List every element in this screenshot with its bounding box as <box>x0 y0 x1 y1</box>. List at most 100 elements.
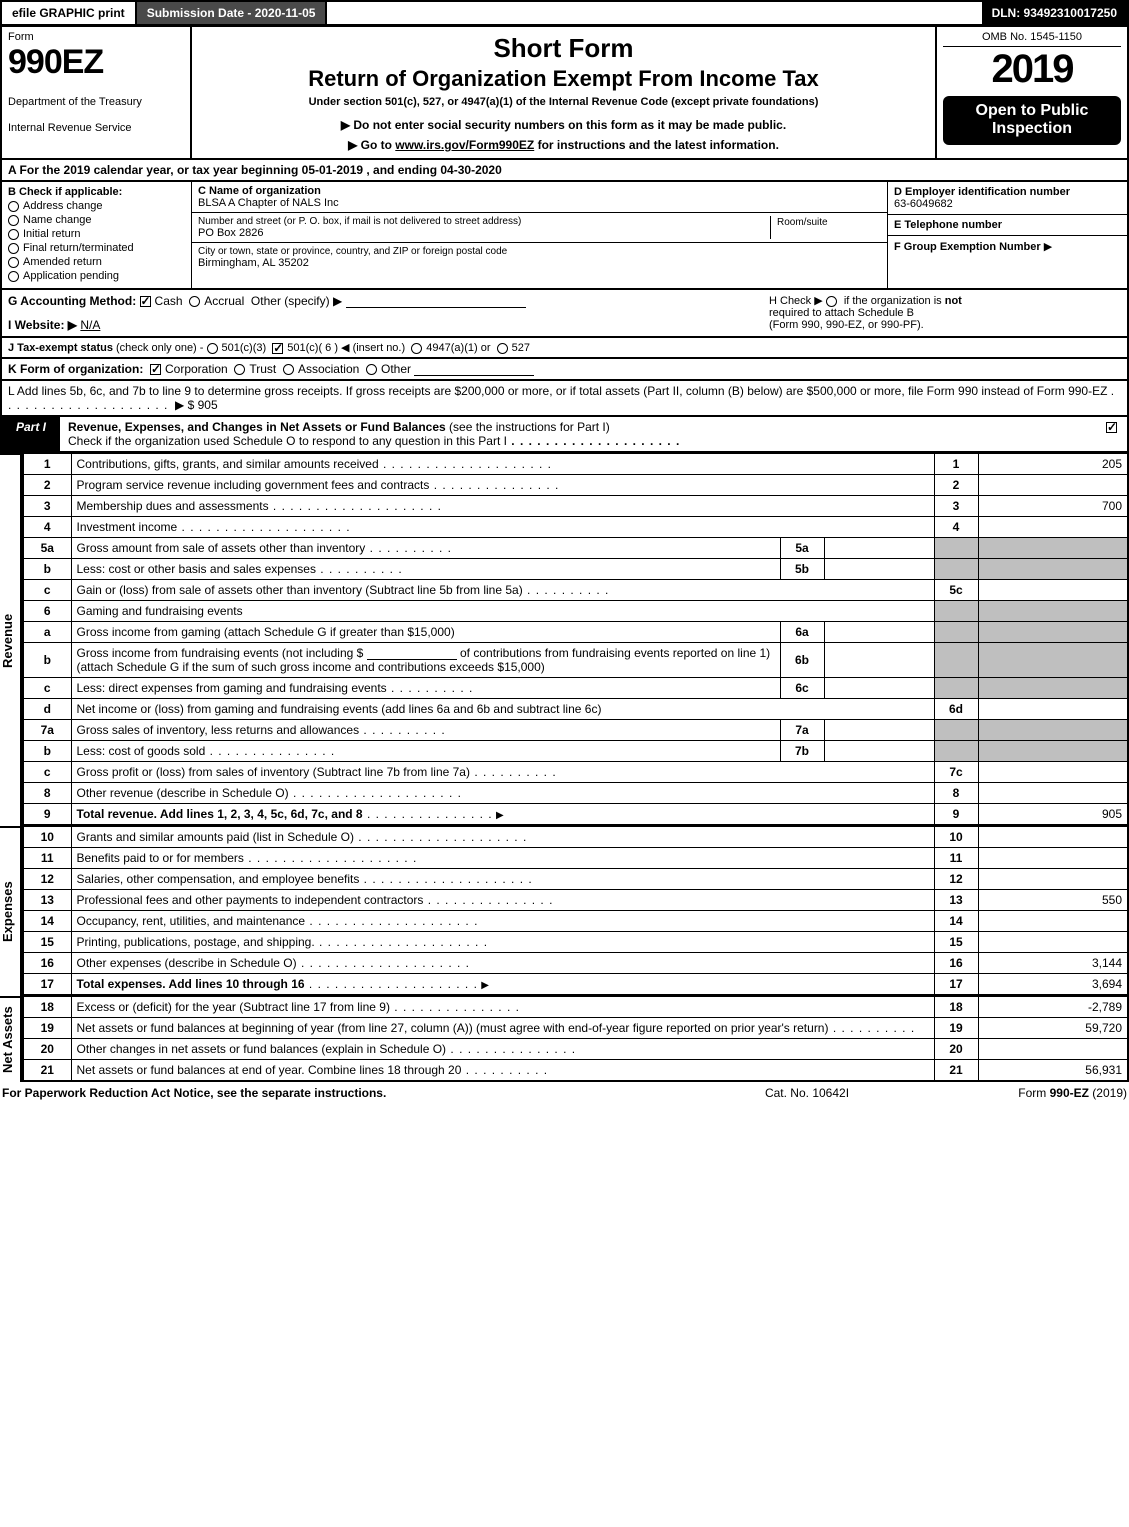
l15-amt <box>978 932 1128 953</box>
l7a-sl: 7a <box>780 720 824 741</box>
revenue-label: Revenue <box>0 453 22 826</box>
l12-amt <box>978 869 1128 890</box>
footer-right-form: 990-EZ <box>1050 1086 1089 1100</box>
l5a-subamt <box>824 538 934 559</box>
l12-num: 12 <box>23 869 71 890</box>
l5b-text: Less: cost or other basis and sales expe… <box>77 562 316 576</box>
lbl-other-specify: Other (specify) ▶ <box>251 294 342 308</box>
chk-other-org[interactable] <box>366 364 377 375</box>
lbl-initial-return: Initial return <box>23 228 80 240</box>
title-return: Return of Organization Exempt From Incom… <box>200 66 927 92</box>
line-1: 1Contributions, gifts, grants, and simil… <box>23 454 1128 475</box>
chk-accrual[interactable] <box>189 296 200 307</box>
part-i-title-text: Revenue, Expenses, and Changes in Net As… <box>68 420 446 434</box>
chk-amended-return[interactable]: Amended return <box>8 256 185 268</box>
l21-text: Net assets or fund balances at end of ye… <box>77 1063 462 1077</box>
l21-rn: 21 <box>934 1060 978 1082</box>
h-pre: H Check ▶ <box>769 295 826 307</box>
chk-h[interactable] <box>826 296 837 307</box>
l7b-text: Less: cost of goods sold <box>77 744 206 758</box>
chk-trust[interactable] <box>234 364 245 375</box>
l20-dots <box>446 1042 576 1056</box>
l20-num: 20 <box>23 1039 71 1060</box>
line-17: 17Total expenses. Add lines 10 through 1… <box>23 974 1128 996</box>
box-e-label: E Telephone number <box>894 219 1121 231</box>
part-i-checkbox-cell <box>1100 417 1127 451</box>
l18-amt: -2,789 <box>978 997 1128 1018</box>
chk-application-pending[interactable]: Application pending <box>8 270 185 282</box>
l5c-rn: 5c <box>934 580 978 601</box>
row-l: L Add lines 5b, 6c, and 7b to line 9 to … <box>0 381 1129 417</box>
line-8: 8Other revenue (describe in Schedule O)8 <box>23 783 1128 804</box>
l20-amt <box>978 1039 1128 1060</box>
l21-amt: 56,931 <box>978 1060 1128 1082</box>
part-i-hint: (see the instructions for Part I) <box>449 420 610 434</box>
entity-block: B Check if applicable: Address change Na… <box>0 182 1129 290</box>
title-short-form: Short Form <box>200 33 927 64</box>
chk-cash[interactable] <box>140 296 151 307</box>
lbl-4947: 4947(a)(1) or <box>426 342 490 354</box>
line-18: 18Excess or (deficit) for the year (Subt… <box>23 997 1128 1018</box>
chk-527[interactable] <box>497 343 508 354</box>
note-ssn: ▶ Do not enter social security numbers o… <box>200 118 927 132</box>
line-5a: 5aGross amount from sale of assets other… <box>23 538 1128 559</box>
l16-text: Other expenses (describe in Schedule O) <box>77 956 297 970</box>
l7a-subamt <box>824 720 934 741</box>
chk-association[interactable] <box>283 364 294 375</box>
chk-address-change[interactable]: Address change <box>8 200 185 212</box>
l2-num: 2 <box>23 475 71 496</box>
l6a-num: a <box>23 622 71 643</box>
k-label: K Form of organization: <box>8 362 143 376</box>
footer-catno: Cat. No. 10642I <box>707 1086 907 1100</box>
h-post: if the organization is <box>841 295 945 307</box>
chk-name-change[interactable]: Name change <box>8 214 185 226</box>
l16-num: 16 <box>23 953 71 974</box>
l6b-blank[interactable] <box>367 646 457 660</box>
l15-rn: 15 <box>934 932 978 953</box>
chk-501c3[interactable] <box>207 343 218 354</box>
l9-text: Total revenue. Add lines 1, 2, 3, 4, 5c,… <box>77 807 363 821</box>
l9-dots <box>363 807 493 821</box>
note2-pre: ▶ Go to <box>348 138 395 152</box>
l7b-num: b <box>23 741 71 762</box>
l6b-rn <box>934 643 978 678</box>
chk-schedule-o[interactable] <box>1106 422 1117 433</box>
l7a-amt <box>978 720 1128 741</box>
lbl-amended-return: Amended return <box>23 256 102 268</box>
l10-dots <box>354 830 527 844</box>
line-19: 19Net assets or fund balances at beginni… <box>23 1018 1128 1039</box>
chk-final-return[interactable]: Final return/terminated <box>8 242 185 254</box>
lbl-trust: Trust <box>249 362 276 376</box>
l7c-rn: 7c <box>934 762 978 783</box>
lbl-application-pending: Application pending <box>23 270 119 282</box>
l5a-num: 5a <box>23 538 71 559</box>
l3-num: 3 <box>23 496 71 517</box>
netassets-label: Net Assets <box>0 996 22 1082</box>
website-value: N/A <box>80 318 100 332</box>
l20-text: Other changes in net assets or fund bala… <box>77 1042 447 1056</box>
l15-text: Printing, publications, postage, and shi… <box>77 935 315 949</box>
l7a-text: Gross sales of inventory, less returns a… <box>77 723 360 737</box>
omb-number: OMB No. 1545-1150 <box>943 31 1121 47</box>
l1-text: Contributions, gifts, grants, and simila… <box>77 457 379 471</box>
l21-dots <box>461 1063 548 1077</box>
revenue-table: 1Contributions, gifts, grants, and simil… <box>22 453 1129 826</box>
l12-dots <box>359 872 532 886</box>
header-center: Short Form Return of Organization Exempt… <box>192 27 937 158</box>
line-6c: cLess: direct expenses from gaming and f… <box>23 678 1128 699</box>
l7a-dots <box>359 723 446 737</box>
chk-corporation[interactable] <box>150 364 161 375</box>
irs-link[interactable]: www.irs.gov/Form990EZ <box>395 138 534 152</box>
g-label: G Accounting Method: <box>8 294 136 308</box>
l6-text: Gaming and fundraising events <box>71 601 934 622</box>
footer-right: Form 990-EZ (2019) <box>907 1086 1127 1100</box>
chk-4947[interactable] <box>411 343 422 354</box>
efile-print-button[interactable]: efile GRAPHIC print <box>2 2 137 24</box>
l5b-sl: 5b <box>780 559 824 580</box>
chk-initial-return[interactable]: Initial return <box>8 228 185 240</box>
other-specify-input[interactable] <box>346 294 526 308</box>
chk-501c[interactable] <box>272 343 283 354</box>
submission-date-button[interactable]: Submission Date - 2020-11-05 <box>137 2 328 24</box>
other-org-input[interactable] <box>414 362 534 376</box>
l10-num: 10 <box>23 827 71 848</box>
